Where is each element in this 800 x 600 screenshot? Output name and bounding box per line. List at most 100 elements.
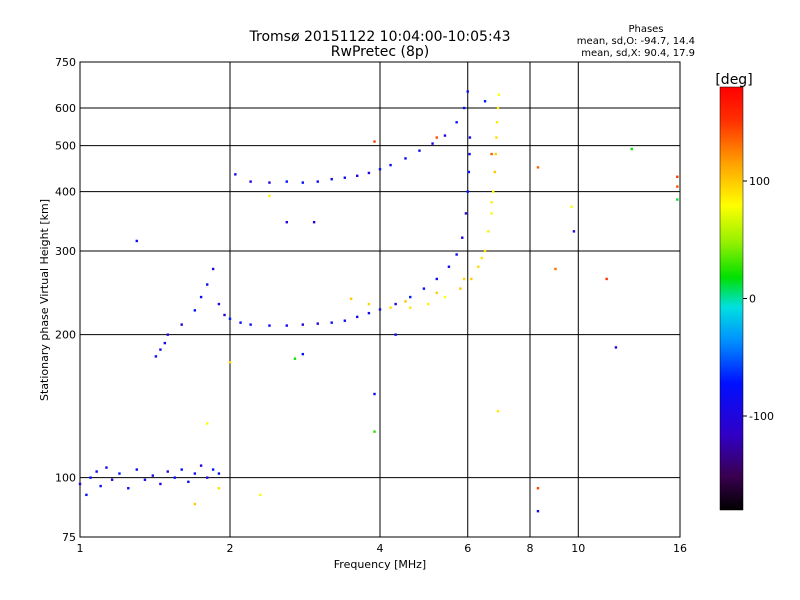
data-point — [496, 106, 500, 110]
data-point — [409, 295, 412, 299]
data-point — [234, 173, 237, 176]
data-point — [418, 149, 421, 152]
data-point — [394, 333, 397, 336]
data-point — [443, 134, 447, 137]
data-point — [118, 472, 121, 475]
data-point — [249, 323, 252, 326]
data-point — [676, 175, 679, 178]
data-point — [180, 468, 183, 471]
data-point — [468, 136, 472, 139]
data-point — [373, 140, 376, 143]
data-point — [154, 355, 158, 358]
data-point — [301, 323, 305, 326]
colorbar-label: [deg] — [715, 72, 752, 88]
data-point — [676, 198, 679, 201]
stats-heading: Phases — [628, 24, 663, 35]
x-tick-label: 8 — [527, 542, 534, 555]
data-point — [135, 239, 138, 243]
data-point — [285, 220, 288, 224]
data-point — [199, 295, 203, 299]
data-point — [159, 482, 162, 486]
data-point — [285, 324, 288, 327]
x-ticks: 1 2 4 6 8 10 16 — [77, 542, 688, 555]
data-point — [492, 190, 495, 193]
data-point — [249, 180, 252, 183]
data-point — [378, 168, 382, 171]
data-point — [495, 136, 498, 139]
data-point — [493, 170, 497, 174]
data-point — [461, 236, 464, 239]
data-point — [495, 121, 499, 124]
data-point — [455, 121, 458, 124]
data-point — [217, 302, 221, 306]
data-point — [330, 177, 333, 181]
y-tick-label: 200 — [55, 329, 76, 342]
data-point — [467, 170, 471, 174]
data-point — [536, 166, 540, 169]
data-point — [389, 306, 392, 309]
colorbar-tick-label: 0 — [749, 293, 756, 306]
data-point — [127, 487, 130, 490]
data-point — [605, 277, 608, 281]
data-point — [343, 319, 347, 322]
data-point — [199, 464, 203, 467]
data-point — [268, 194, 271, 198]
data-point — [497, 93, 501, 96]
data-point — [455, 253, 458, 256]
data-point — [301, 181, 305, 184]
x-tick-label: 6 — [464, 542, 471, 555]
data-point — [373, 430, 376, 433]
data-point — [355, 174, 359, 177]
data-point — [572, 230, 576, 233]
data-point — [312, 220, 316, 224]
data-point — [99, 484, 102, 488]
data-point — [494, 152, 497, 156]
chart-subtitle: RwPretec (8p) — [331, 44, 429, 60]
data-point — [193, 472, 197, 475]
data-point — [211, 468, 215, 471]
data-point — [394, 302, 397, 306]
data-point — [435, 277, 438, 281]
data-points — [78, 90, 679, 513]
colorbar-tick-label: 100 — [749, 175, 770, 188]
y-tick-label: 750 — [55, 56, 76, 69]
data-point — [409, 306, 412, 309]
data-point — [85, 493, 88, 497]
y-tick-label: 75 — [62, 531, 76, 544]
data-point — [316, 180, 319, 183]
data-point — [301, 352, 305, 356]
data-point — [367, 302, 371, 306]
data-point — [676, 185, 679, 188]
data-point — [480, 256, 483, 260]
data-point — [466, 90, 469, 93]
data-point — [466, 190, 469, 193]
data-point — [349, 297, 353, 300]
data-point — [159, 348, 162, 351]
data-point — [614, 346, 618, 349]
data-point — [468, 152, 471, 156]
y-tick-label: 300 — [55, 245, 76, 258]
chart-title: Tromsø 20151122 10:04:00-10:05:43 — [249, 29, 511, 45]
data-point — [404, 300, 407, 303]
data-point — [343, 176, 347, 179]
data-point — [378, 308, 382, 311]
data-point — [470, 277, 473, 281]
data-point — [166, 470, 169, 473]
data-point — [355, 315, 359, 319]
data-point — [143, 478, 147, 481]
data-point — [105, 466, 108, 469]
plot-area: 1 2 4 6 8 10 16 75 100 200 300 400 500 600 750 — [55, 56, 687, 555]
stats-o: mean, sd,O: -94.7, 14.4 — [577, 36, 695, 47]
x-tick-label: 2 — [227, 542, 234, 555]
data-point — [630, 147, 633, 151]
y-tick-label: 100 — [55, 472, 76, 485]
data-point — [536, 487, 540, 490]
data-point — [285, 180, 288, 183]
y-tick-label: 500 — [55, 140, 76, 153]
data-point — [462, 106, 466, 110]
data-point — [187, 480, 190, 484]
data-point — [205, 283, 209, 286]
x-tick-label: 16 — [673, 542, 687, 555]
data-point — [389, 163, 392, 167]
